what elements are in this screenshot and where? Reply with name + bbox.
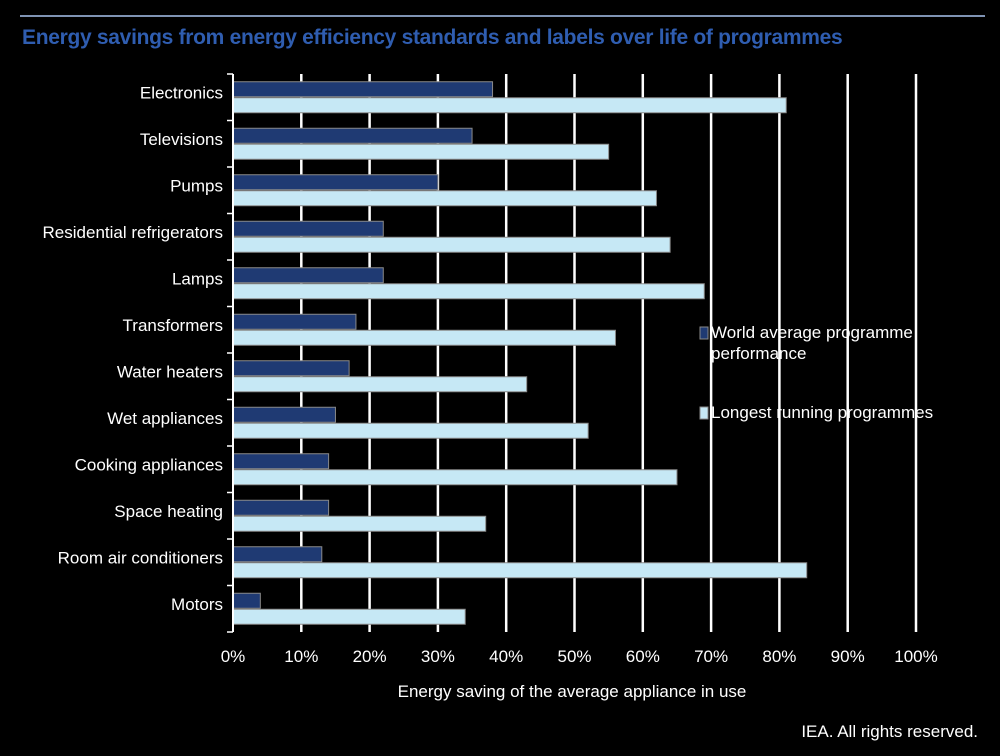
bar-world-average bbox=[232, 546, 323, 563]
category-label: Electronics bbox=[140, 84, 223, 103]
bar-world-average bbox=[232, 127, 473, 144]
x-tick-label: 80% bbox=[762, 647, 796, 666]
x-tick-label: 70% bbox=[694, 647, 728, 666]
chart-title: Energy savings from energy efficiency st… bbox=[22, 26, 843, 49]
category-label: Pumps bbox=[170, 177, 223, 196]
bar-world-average bbox=[232, 499, 330, 516]
legend-item: Longest running programmes bbox=[699, 403, 933, 422]
category-label: Water heaters bbox=[117, 363, 223, 382]
category-label: Motors bbox=[171, 595, 223, 614]
legend: World average programme performance Longes… bbox=[699, 323, 933, 422]
category-label: Residential refrigerators bbox=[43, 223, 223, 242]
bar-longest-running bbox=[232, 376, 528, 393]
x-tick-labels: 0% 10% 20% 30% 40% 50% 60% 70% 80% 90% 100% bbox=[221, 647, 938, 666]
bar-world-average bbox=[232, 360, 350, 377]
top-divider bbox=[20, 15, 985, 17]
bar-world-average bbox=[232, 220, 384, 237]
bar-world-average bbox=[232, 174, 439, 191]
x-axis-title: Energy saving of the average appliance i… bbox=[398, 682, 747, 701]
legend-item: World average programme performance bbox=[699, 323, 913, 363]
bar-longest-running bbox=[232, 422, 589, 439]
gridlines bbox=[300, 74, 918, 632]
bar-world-average bbox=[232, 406, 336, 423]
legend-label: Longest running programmes bbox=[711, 403, 933, 422]
bar-world-average bbox=[232, 453, 330, 470]
bar-longest-running bbox=[232, 190, 657, 207]
bar-longest-running bbox=[232, 97, 787, 114]
bar-world-average bbox=[232, 267, 384, 284]
category-label: Room air conditioners bbox=[58, 549, 223, 568]
bar-longest-running bbox=[232, 143, 610, 160]
x-tick-label: 40% bbox=[489, 647, 523, 666]
bar-longest-running bbox=[232, 283, 705, 300]
category-label: Televisions bbox=[140, 130, 223, 149]
axes bbox=[227, 73, 234, 633]
x-tick-label: 0% bbox=[221, 647, 246, 666]
x-tick-label: 30% bbox=[421, 647, 455, 666]
bar-world-average bbox=[232, 313, 357, 330]
bar-longest-running bbox=[232, 469, 678, 486]
x-tick-label: 10% bbox=[284, 647, 318, 666]
bar-longest-running bbox=[232, 608, 466, 625]
x-tick-label: 20% bbox=[353, 647, 387, 666]
bar-longest-running bbox=[232, 515, 487, 532]
legend-swatch bbox=[699, 326, 709, 340]
bar-longest-running bbox=[232, 329, 616, 346]
category-label: Lamps bbox=[172, 270, 223, 289]
category-label: Transformers bbox=[123, 316, 223, 335]
bar-world-average bbox=[232, 81, 494, 98]
x-tick-label: 90% bbox=[831, 647, 865, 666]
x-tick-label: 60% bbox=[626, 647, 660, 666]
bar-longest-running bbox=[232, 236, 671, 253]
category-label: Cooking appliances bbox=[75, 456, 223, 475]
category-label: Wet appliances bbox=[107, 409, 223, 428]
bar-longest-running bbox=[232, 562, 808, 579]
legend-swatch bbox=[699, 406, 709, 420]
category-label: Space heating bbox=[114, 502, 223, 521]
category-labels: Electronics Televisions Pumps Residential r… bbox=[43, 84, 223, 615]
bar-world-average bbox=[232, 592, 261, 609]
legend-label: World average programme performance bbox=[711, 323, 913, 363]
x-tick-label: 100% bbox=[894, 647, 937, 666]
x-tick-label: 50% bbox=[557, 647, 591, 666]
copyright-credit: IEA. All rights reserved. bbox=[801, 722, 978, 741]
